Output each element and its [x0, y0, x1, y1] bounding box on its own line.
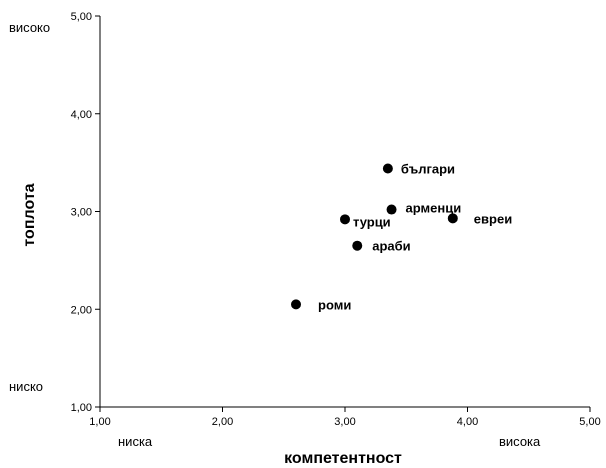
point-label-2: евреи [474, 211, 512, 226]
y-tick-label: 4,00 [71, 109, 92, 121]
x-axis-title: компетентност [284, 450, 402, 467]
x-tick-label: 5,00 [579, 416, 600, 428]
ticks [95, 15, 591, 412]
point-label-0: българи [401, 161, 455, 176]
tick-labels: 1,00 2,00 3,00 4,00 5,00 1,00 2,00 3,00 4,00 5,00 [71, 11, 601, 428]
axes [99, 16, 590, 408]
data-point-5 [291, 299, 301, 310]
y-tick-label: 3,00 [71, 207, 92, 219]
data-point-2 [447, 213, 458, 224]
point-labels: българи арменци евреи турци араби роми [318, 161, 512, 312]
point-label-4: араби [372, 239, 410, 254]
x-tick-label: 2,00 [212, 416, 233, 428]
x-high-label: висока [499, 434, 541, 449]
x-low-label: ниска [118, 434, 153, 449]
y-axis-title: топлота [21, 183, 38, 246]
data-point-0 [382, 163, 393, 174]
point-label-5: роми [318, 297, 351, 312]
point-label-1: арменци [406, 201, 462, 216]
data-point-4 [352, 240, 363, 251]
data-point-1 [386, 204, 397, 215]
x-tick-label: 3,00 [334, 416, 355, 428]
y-tick-label: 5,00 [71, 11, 92, 23]
x-tick-label: 4,00 [457, 416, 478, 428]
data-point-3 [340, 214, 350, 225]
y-high-label: високо [9, 20, 50, 35]
y-low-label: ниско [9, 379, 43, 394]
x-tick-label: 1,00 [89, 416, 110, 428]
data-points [291, 163, 458, 310]
point-label-3: турци [353, 214, 391, 229]
y-tick-label: 2,00 [71, 304, 92, 316]
y-tick-label: 1,00 [71, 402, 92, 414]
